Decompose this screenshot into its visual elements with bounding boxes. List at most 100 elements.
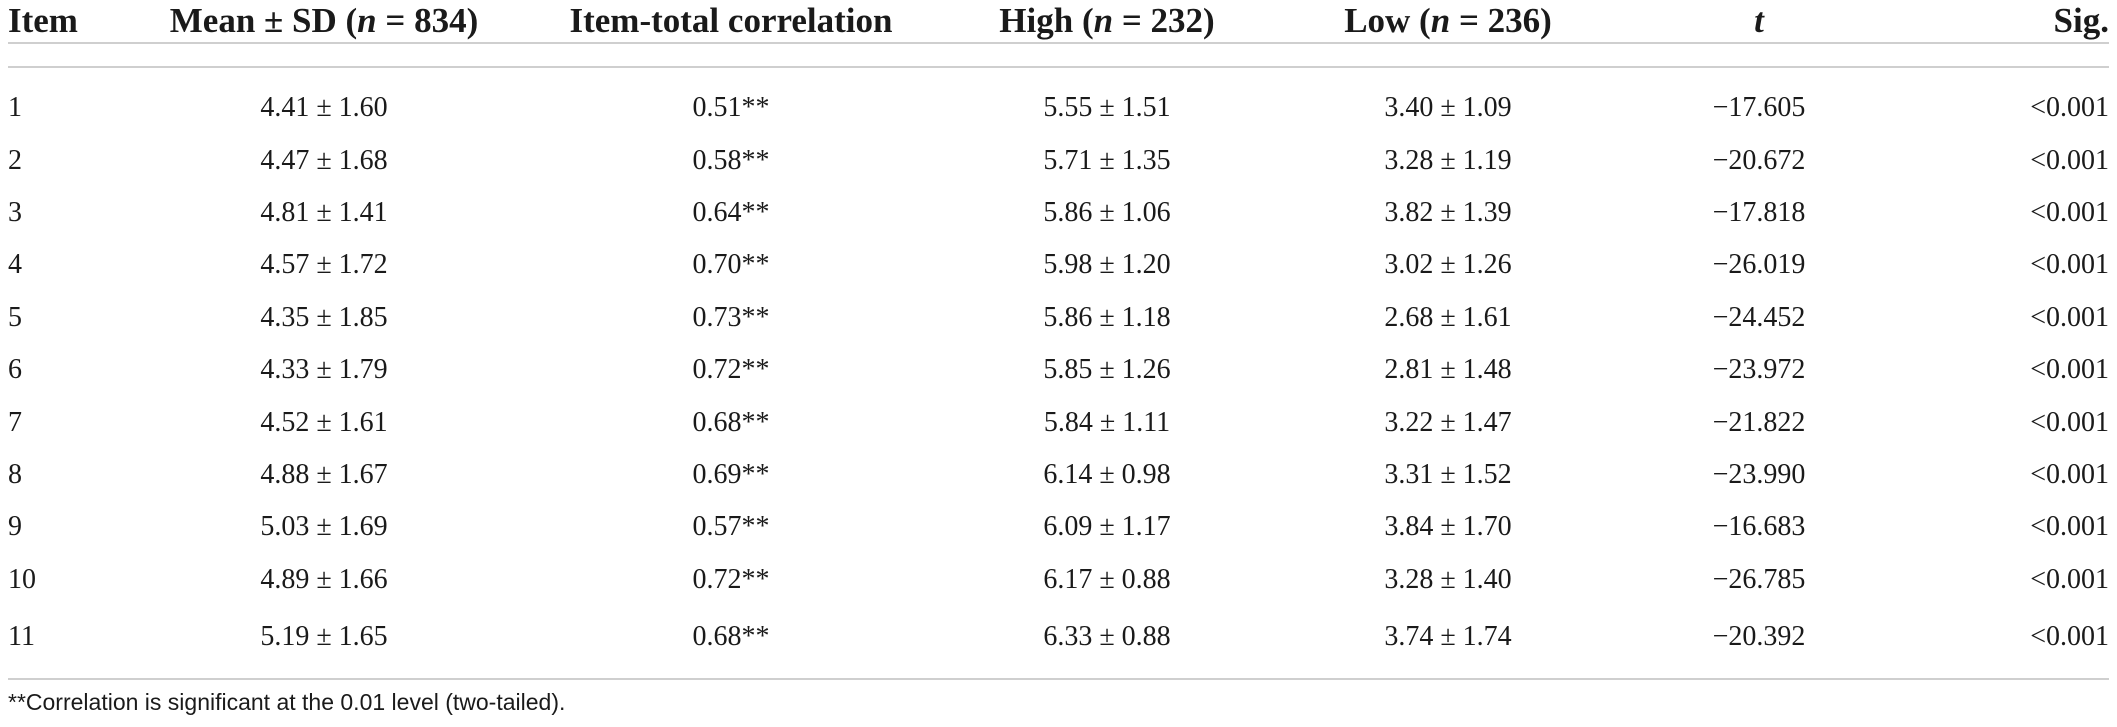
cell-sig: <0.001 (2030, 92, 2109, 124)
header-low: Low (n = 236) (1280, 0, 1616, 44)
cell-item: 2 (8, 144, 22, 176)
table-row: 3 4.81 ± 1.41 0.64** 5.86 ± 1.06 3.82 ± 1.39… (8, 187, 2109, 239)
table-row: 2 4.47 ± 1.68 0.58** 5.71 ± 1.35 3.28 ± 1.19… (8, 134, 2109, 186)
cell-mean-sd: 5.03 ± 1.69 (260, 511, 388, 543)
cell-sig: <0.001 (2030, 563, 2109, 595)
cell-t: −16.683 (1712, 511, 1806, 543)
cell-low: 3.40 ± 1.09 (1384, 92, 1512, 124)
cell-sig: <0.001 (2030, 511, 2109, 543)
cell-item-total-correlation: 0.57** (692, 511, 770, 543)
cell-sig: <0.001 (2030, 354, 2109, 386)
cell-sig: <0.001 (2030, 196, 2109, 228)
cell-t: −21.822 (1712, 406, 1806, 438)
cell-mean-sd: 4.52 ± 1.61 (260, 406, 388, 438)
header-high-suffix: = 232) (1113, 1, 1215, 40)
cell-t: −17.818 (1712, 196, 1806, 228)
cell-item-total-correlation: 0.64** (692, 196, 770, 228)
header-t-label: t (1754, 1, 1764, 40)
header-low-suffix: = 236) (1450, 1, 1552, 40)
cell-sig: <0.001 (2030, 406, 2109, 438)
cell-high: 5.84 ± 1.11 (1043, 406, 1171, 438)
cell-high: 5.86 ± 1.18 (1043, 301, 1171, 333)
cell-mean-sd: 4.41 ± 1.60 (260, 92, 388, 124)
cell-item: 6 (8, 354, 22, 386)
cell-sig: <0.001 (2030, 458, 2109, 490)
cell-t: −24.452 (1712, 301, 1806, 333)
cell-item-total-correlation: 0.51** (692, 92, 770, 124)
cell-mean-sd: 4.35 ± 1.85 (260, 301, 388, 333)
table-row: 1 4.41 ± 1.60 0.51** 5.55 ± 1.51 3.40 ± 1.09… (8, 67, 2109, 134)
table-header: Item Mean ± SD (n = 834) Item-total corr… (8, 0, 2109, 68)
table-row: 5 4.35 ± 1.85 0.73** 5.86 ± 1.18 2.68 ± 1.61… (8, 292, 2109, 344)
cell-low: 3.74 ± 1.74 (1280, 605, 1616, 680)
cell-low: 3.28 ± 1.19 (1384, 144, 1512, 176)
cell-t: −23.990 (1712, 458, 1806, 490)
table-row: 4 4.57 ± 1.72 0.70** 5.98 ± 1.20 3.02 ± 1.26… (8, 239, 2109, 291)
table-row: 10 4.89 ± 1.66 0.72** 6.17 ± 0.88 3.28 ± 1.4… (8, 554, 2109, 606)
cell-item: 1 (8, 92, 22, 124)
cell-item: 9 (8, 511, 22, 543)
table-footnote: **Correlation is significant at the 0.01… (8, 689, 566, 715)
cell-low: 3.02 ± 1.26 (1384, 249, 1512, 281)
table-row: 11 5.19 ± 1.65 0.68** 6.33 ± 0.88 3.74 ± 1.7… (8, 605, 2109, 680)
cell-item: 10 (8, 563, 36, 595)
cell-mean-sd: 4.57 ± 1.72 (260, 249, 388, 281)
cell-item-total-correlation: 0.58** (692, 144, 770, 176)
cell-mean-sd: 4.81 ± 1.41 (260, 196, 388, 228)
cell-item: 8 (8, 458, 22, 490)
header-low-n: n (1430, 1, 1451, 40)
cell-low: 3.82 ± 1.39 (1384, 196, 1512, 228)
cell-mean-sd: 4.47 ± 1.68 (260, 144, 388, 176)
header-mean-prefix: Mean ± SD ( (169, 1, 358, 40)
cell-mean-sd: 4.89 ± 1.66 (260, 563, 388, 595)
header-mean-suffix: = 834) (376, 1, 479, 40)
cell-item-total-correlation: 0.68** (528, 605, 934, 680)
cell-high: 6.09 ± 1.17 (1043, 511, 1171, 543)
cell-high: 6.14 ± 0.98 (1043, 458, 1171, 490)
item-analysis-table-container: Item Mean ± SD (n = 834) Item-total corr… (8, 0, 2109, 680)
header-high-n: n (1093, 1, 1114, 40)
cell-high: 5.86 ± 1.06 (1043, 196, 1171, 228)
cell-low: 3.31 ± 1.52 (1384, 458, 1512, 490)
cell-sig: <0.001 (2030, 249, 2109, 281)
cell-t: −17.605 (1712, 92, 1806, 124)
header-sig: Sig. (1902, 0, 2109, 44)
cell-t: −23.972 (1712, 354, 1806, 386)
header-spacer (8, 43, 2109, 68)
cell-mean-sd: 4.88 ± 1.67 (260, 458, 388, 490)
cell-t: −20.392 (1616, 605, 1902, 680)
cell-item-total-correlation: 0.70** (692, 249, 770, 281)
cell-t: −26.019 (1712, 249, 1806, 281)
item-analysis-table: Item Mean ± SD (n = 834) Item-total corr… (8, 0, 2109, 680)
cell-low: 2.68 ± 1.61 (1384, 301, 1512, 333)
cell-high: 5.55 ± 1.51 (1043, 92, 1171, 124)
cell-item-total-correlation: 0.72** (692, 563, 770, 595)
cell-item: 7 (8, 406, 22, 438)
table-body: 1 4.41 ± 1.60 0.51** 5.55 ± 1.51 3.40 ± 1.09… (8, 67, 2109, 680)
header-item: Item (8, 0, 120, 44)
cell-high: 5.98 ± 1.20 (1043, 249, 1171, 281)
cell-item: 5 (8, 301, 22, 333)
cell-item-total-correlation: 0.68** (692, 406, 770, 438)
cell-high: 5.71 ± 1.35 (1043, 144, 1171, 176)
cell-high: 5.85 ± 1.26 (1043, 354, 1171, 386)
cell-t: −20.672 (1712, 144, 1806, 176)
header-mean-sd: Mean ± SD (n = 834) (120, 0, 528, 44)
header-row: Item Mean ± SD (n = 834) Item-total corr… (8, 0, 2109, 44)
table-row: 9 5.03 ± 1.69 0.57** 6.09 ± 1.17 3.84 ± 1.70… (8, 501, 2109, 553)
header-item-total-correlation: Item-total correlation (528, 0, 934, 44)
cell-low: 3.28 ± 1.40 (1384, 563, 1512, 595)
header-high-prefix: High ( (999, 1, 1094, 40)
cell-sig: <0.001 (2030, 144, 2109, 176)
cell-item: 11 (8, 605, 120, 680)
table-row: 7 4.52 ± 1.61 0.68** 5.84 ± 1.11 3.22 ± 1.47… (8, 396, 2109, 448)
table-row: 8 4.88 ± 1.67 0.69** 6.14 ± 0.98 3.31 ± 1.52… (8, 449, 2109, 501)
cell-item-total-correlation: 0.69** (692, 458, 770, 490)
cell-item: 4 (8, 249, 22, 281)
header-t: t (1616, 0, 1902, 44)
header-high: High (n = 232) (934, 0, 1280, 44)
cell-sig: <0.001 (1902, 605, 2109, 680)
cell-item-total-correlation: 0.72** (692, 354, 770, 386)
cell-low: 3.22 ± 1.47 (1384, 406, 1512, 438)
cell-item-total-correlation: 0.73** (692, 301, 770, 333)
